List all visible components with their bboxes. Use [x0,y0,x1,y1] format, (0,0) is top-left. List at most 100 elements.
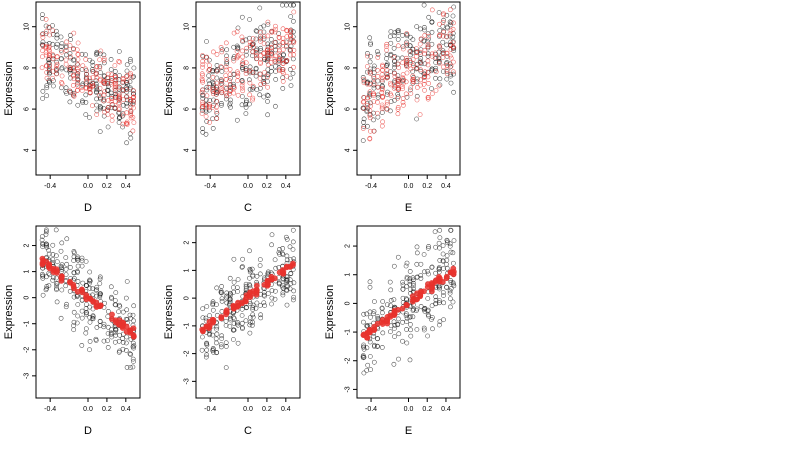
data-point [109,334,115,340]
data-point [46,261,53,268]
data-point [250,95,256,101]
data-point [400,338,405,344]
data-point [269,232,275,238]
data-point [284,43,289,48]
x-tick-label: 0.4 [441,183,451,190]
data-point [284,34,290,39]
data-point [361,80,367,86]
data-point [240,48,245,54]
data-point [79,258,85,264]
data-point [448,227,453,233]
data-point [258,45,263,51]
data-point [375,74,381,79]
data-point [239,313,245,318]
data-point [448,286,454,291]
data-point [441,317,446,323]
data-point [262,70,267,75]
data-point [379,345,385,350]
data-point [371,91,376,97]
data-point [380,330,386,336]
data-point [239,264,245,270]
data-point [254,87,260,93]
data-point [365,123,370,129]
data-point [395,106,401,112]
series-2-points [39,255,137,340]
data-point [384,56,389,61]
data-point [231,85,237,91]
data-point [39,65,45,71]
data-point [214,68,220,74]
data-point [448,279,454,285]
data-point [127,56,133,62]
data-point [379,102,385,108]
data-point [105,345,111,350]
data-point [210,116,216,122]
data-point [433,297,439,303]
data-point [421,307,427,312]
data-point [124,68,130,74]
data-point [44,43,49,49]
data-point [410,277,416,283]
data-point [90,83,96,89]
data-point [90,316,96,322]
data-point [284,278,290,283]
data-point [75,279,81,284]
data-point [400,75,406,81]
data-point [40,241,46,247]
data-point [283,234,289,240]
data-point [210,86,216,92]
y-axis-label: Expression [163,285,175,339]
x-tick-label: 0.4 [121,406,131,413]
data-point [247,266,253,272]
data-point [379,305,385,311]
data-point [244,45,249,51]
data-point [426,36,431,42]
data-point [440,69,446,74]
data-point [433,65,439,71]
data-point [223,344,229,349]
data-point [392,65,397,70]
data-point [247,39,253,45]
data-point [94,64,100,70]
data-point [400,295,406,301]
data-point [101,80,106,86]
data-point [218,315,225,322]
data-point [367,89,373,95]
data-point [440,55,446,61]
data-point [404,340,410,346]
data-point [368,42,373,47]
data-point [288,67,293,72]
data-point [240,59,246,65]
data-point [59,73,65,79]
data-point [58,248,64,254]
data-point [116,101,122,107]
data-point [395,91,401,97]
data-point [230,285,236,290]
data-point [414,93,420,99]
data-point [239,14,245,20]
data-point [414,116,419,122]
data-point [105,107,110,113]
data-point [223,64,229,70]
data-point [429,51,435,57]
data-point [273,265,279,271]
data-point [127,351,133,357]
data-point [227,315,233,321]
data-point [214,350,219,356]
data-point [207,66,213,72]
data-point [240,80,246,85]
data-point [273,69,278,74]
data-point [265,74,270,80]
data-point [258,29,263,35]
data-point [403,263,409,269]
data-point [371,117,376,123]
data-point [219,81,225,86]
data-point [50,52,56,58]
data-point [290,56,296,62]
data-point [214,63,220,68]
data-point [131,303,137,309]
data-point [218,81,224,87]
data-point [451,268,457,275]
series-2-points [360,265,457,341]
data-point [288,33,293,38]
